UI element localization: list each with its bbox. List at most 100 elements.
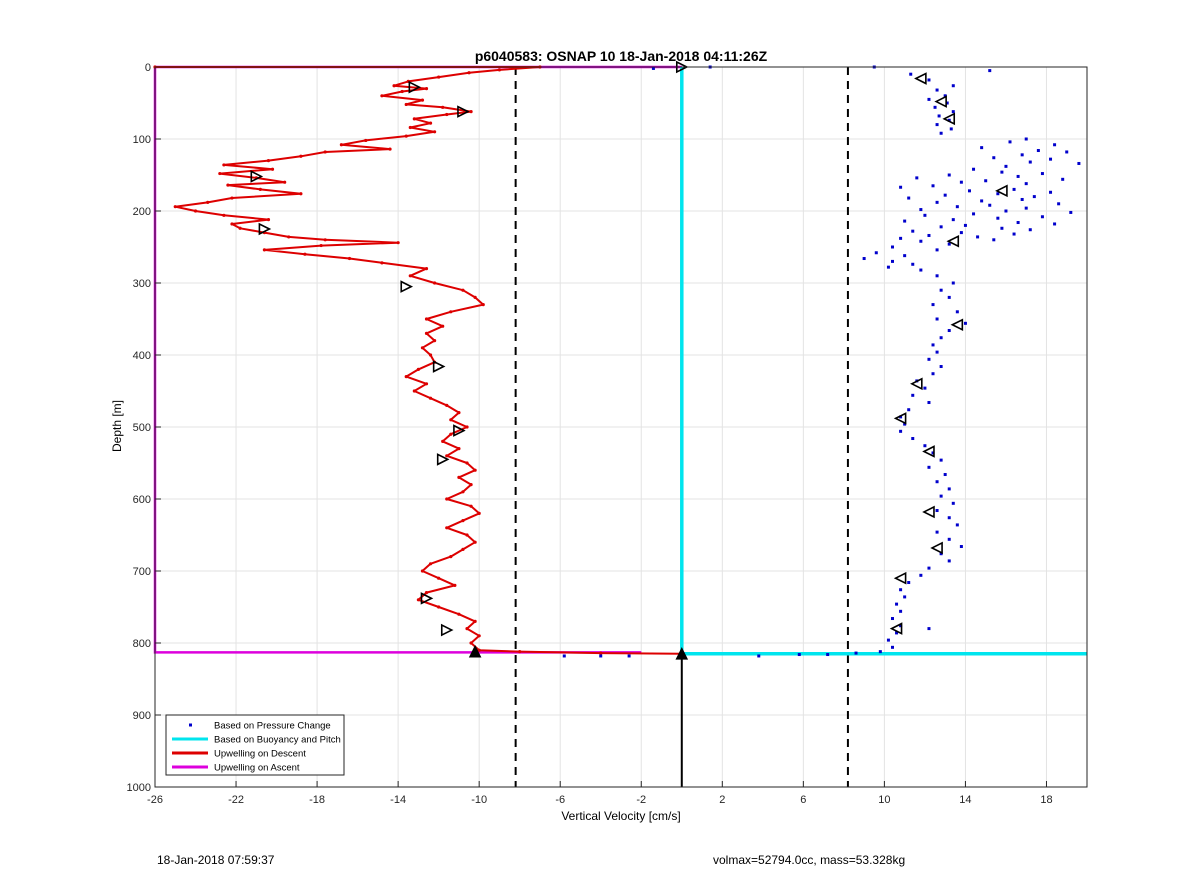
pressure-point [927, 465, 931, 469]
descent-point [424, 87, 429, 91]
pressure-point [935, 88, 939, 92]
descent-point [424, 331, 429, 335]
descent-point [364, 138, 368, 143]
legend: Based on Pressure Change Based on Buoyanc… [165, 714, 345, 776]
pressure-point [927, 78, 931, 82]
descent-marker [408, 80, 422, 94]
pressure-marker [914, 72, 927, 85]
pressure-point [919, 268, 923, 272]
pressure-point [903, 254, 907, 258]
descent-point [453, 583, 457, 588]
descent-point [404, 375, 408, 379]
descent-point [222, 213, 226, 217]
x-tick-label: -10 [471, 794, 487, 806]
descent-point [303, 252, 307, 256]
legend-label: Based on Pressure Change [214, 721, 331, 732]
pressure-point [931, 372, 935, 376]
descent-point [424, 267, 429, 271]
pressure-point [988, 203, 992, 207]
descent-marker [400, 280, 414, 293]
descent-point [420, 569, 425, 573]
descent-point [461, 547, 465, 552]
pressure-point [988, 69, 992, 73]
y-tick-label: 1000 [127, 782, 151, 794]
pressure-point [951, 84, 955, 88]
pressure-point [939, 131, 943, 135]
pressure-point [1053, 222, 1057, 226]
legend-label: Based on Buoyancy and Pitch [214, 735, 341, 746]
pressure-point [927, 627, 931, 631]
pressure-point [939, 288, 943, 292]
descent-point [477, 648, 481, 652]
descent-point [380, 261, 384, 265]
pressure-point [972, 212, 976, 216]
pressure-point [951, 501, 955, 505]
pressure-point [980, 146, 984, 150]
descent-marker [420, 592, 434, 605]
legend-label: Upwelling on Ascent [214, 763, 300, 774]
pressure-point [967, 189, 971, 193]
pressure-marker [893, 571, 907, 585]
pressure-marker [893, 412, 907, 425]
apogee-marker [468, 644, 482, 658]
pressure-marker [889, 622, 903, 635]
pressure-marker [934, 95, 947, 108]
pressure-point [1000, 170, 1004, 174]
descent-point [230, 222, 234, 226]
pressure-point [933, 105, 937, 109]
pressure-point [947, 329, 951, 333]
descent-point [193, 209, 198, 213]
descent-point [428, 396, 433, 400]
pressure-point [927, 566, 931, 570]
pressure-point [935, 509, 939, 513]
pressure-point [911, 262, 915, 266]
descent-point [323, 150, 327, 154]
descent-point [206, 200, 210, 204]
pressure-point [931, 184, 935, 188]
pressure-point [927, 97, 931, 101]
y-tick-label: 300 [133, 278, 151, 290]
descent-point [420, 98, 425, 102]
descent-point [266, 218, 271, 222]
pressure-point [939, 458, 943, 462]
pressure-point [899, 609, 903, 613]
pressure-point [903, 219, 907, 223]
descent-marker [440, 623, 454, 637]
descent-point [262, 248, 267, 252]
pressure-point [907, 408, 911, 412]
pressure-point [955, 205, 959, 209]
x-tick-label: 10 [878, 794, 890, 806]
pressure-point [1008, 140, 1012, 144]
legend-box [165, 714, 345, 776]
pressure-point [919, 208, 923, 212]
pressure-point [992, 238, 996, 242]
pressure-point [1040, 172, 1044, 176]
pressure-point [927, 401, 931, 405]
descent-point [518, 650, 522, 654]
pressure-point [919, 239, 923, 243]
x-tick-label: 2 [719, 794, 725, 806]
descent-point [477, 511, 481, 515]
pressure-marker [922, 445, 935, 458]
pressure-point [899, 588, 903, 592]
footer-volmax-mass: volmax=52794.0cc, mass=53.328kg [713, 853, 906, 867]
pressure-point [854, 651, 858, 655]
descent-marker [453, 424, 466, 437]
descent-point [226, 183, 230, 187]
pressure-point [959, 545, 963, 549]
pressure-point [919, 573, 923, 577]
descent-point [416, 598, 420, 602]
pressure-point [943, 193, 947, 197]
pressure-point [1024, 137, 1028, 141]
pressure-point [992, 156, 996, 160]
pressure-point [1065, 150, 1069, 154]
pressure-point [1000, 226, 1004, 230]
descent-point [433, 130, 437, 134]
descent-point [469, 483, 473, 487]
pressure-marker [950, 318, 964, 332]
x-tick-label: -2 [636, 794, 646, 806]
pressure-point [939, 494, 943, 498]
pressure-point [1004, 164, 1008, 168]
pressure-point [1057, 202, 1061, 206]
